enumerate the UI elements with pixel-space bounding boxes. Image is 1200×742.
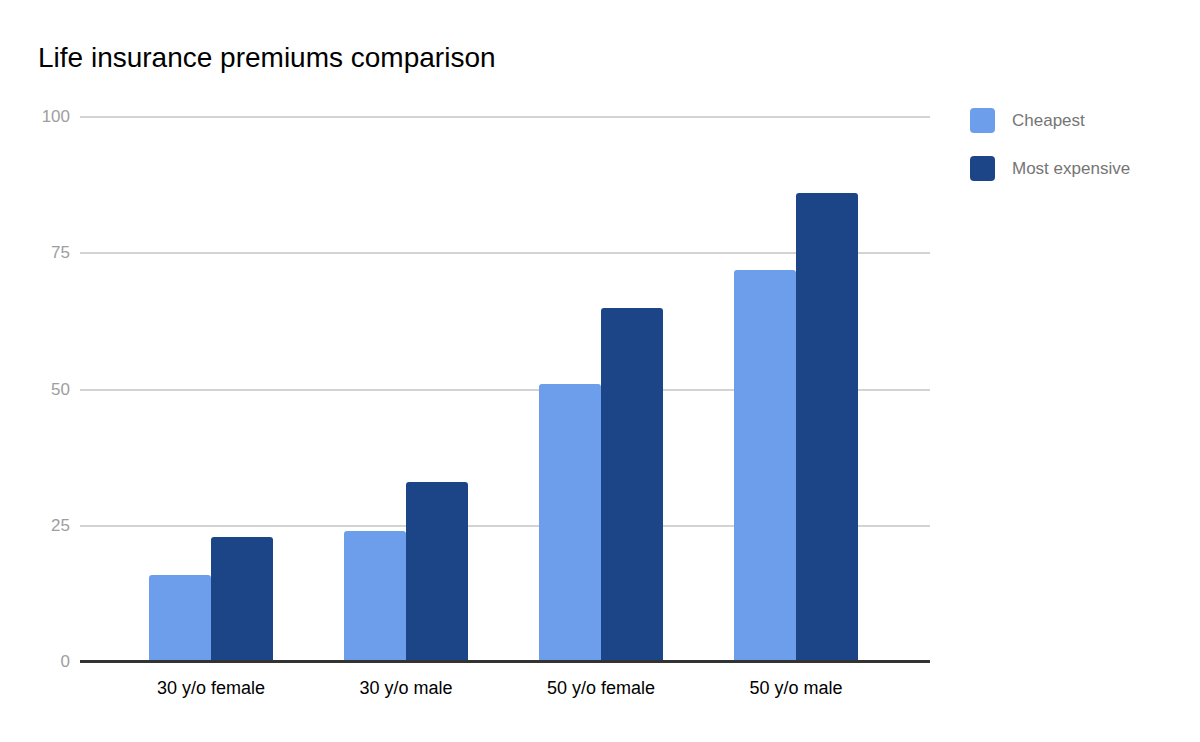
legend: Cheapest Most expensive [970, 108, 1130, 204]
y-axis: 0255075100 [0, 117, 70, 662]
bar-cheapest-30-y-o-female[interactable] [149, 575, 211, 662]
legend-item-cheapest[interactable]: Cheapest [970, 108, 1130, 133]
legend-swatch-cheapest [970, 108, 995, 133]
plot-area [80, 117, 930, 662]
x-axis: 30 y/o female30 y/o male50 y/o female50 … [80, 676, 930, 702]
bar-cheapest-30-y-o-male[interactable] [344, 531, 406, 662]
gridline-100 [80, 116, 930, 118]
x-axis-label-50-y-o-male: 50 y/o male [699, 676, 893, 700]
bar-cheapest-50-y-o-female[interactable] [539, 384, 601, 662]
bar-most-expensive-30-y-o-female[interactable] [211, 537, 273, 662]
legend-label-cheapest: Cheapest [1012, 111, 1085, 131]
x-axis-line [80, 660, 930, 663]
x-axis-label-30-y-o-male: 30 y/o male [309, 676, 503, 700]
chart-title: Life insurance premiums comparison [38, 41, 496, 75]
y-axis-tick-0: 0 [0, 652, 70, 672]
bar-most-expensive-50-y-o-female[interactable] [601, 308, 663, 662]
bar-most-expensive-50-y-o-male[interactable] [796, 193, 858, 662]
bar-most-expensive-30-y-o-male[interactable] [406, 482, 468, 662]
bar-cheapest-50-y-o-male[interactable] [734, 270, 796, 662]
legend-swatch-most-expensive [970, 156, 995, 181]
y-axis-tick-100: 100 [0, 107, 70, 127]
x-axis-label-50-y-o-female: 50 y/o female [504, 676, 698, 700]
chart-canvas: Life insurance premiums comparison 0 25 50… [0, 0, 1200, 742]
legend-item-most-expensive[interactable]: Most expensive [970, 156, 1130, 181]
y-axis-tick-25: 25 [0, 516, 70, 536]
y-axis-tick-50: 50 [0, 380, 70, 400]
legend-label-most-expensive: Most expensive [1012, 159, 1130, 179]
x-axis-label-30-y-o-female: 30 y/o female [114, 676, 308, 700]
y-axis-tick-75: 75 [0, 243, 70, 263]
